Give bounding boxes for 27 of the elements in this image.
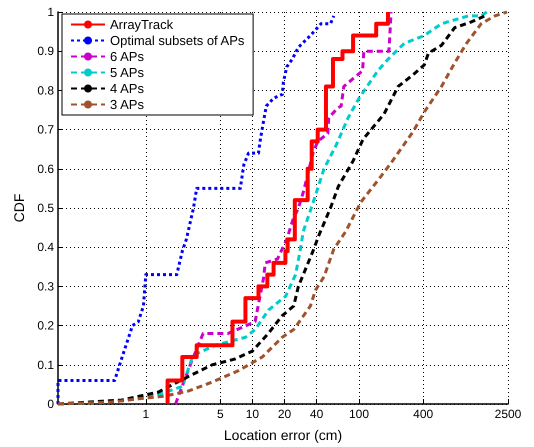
x-tick-label: 40 [310,407,324,421]
x-tick-label: 1 [142,407,150,421]
legend-label: 5 APs [110,65,144,80]
y-tick-label: 0 [47,397,54,411]
y-tick-label: 0.7 [37,122,54,137]
y-tick-label: 0.3 [37,279,54,294]
y-tick-label: 0.9 [37,44,54,58]
legend-label: 6 APs [110,49,144,64]
x-tick-label: 5 [216,407,224,421]
x-axis-title: Location error (cm) [224,427,342,443]
x-tick-label: 10 [246,407,260,421]
y-tick-label: 0.8 [37,83,54,98]
y-tick-label: 0.2 [37,318,54,333]
x-tick-label: 2500 [494,407,522,421]
legend-label: ArrayTrack [110,17,174,32]
x-tick-label: 400 [413,407,434,421]
legend-label: Optimal subsets of APs [110,33,245,48]
x-tick-label: 100 [348,407,370,421]
y-tick-label: 0.4 [37,240,54,254]
y-tick-label: 0.6 [37,162,54,176]
y-axis-title: CDF [11,194,27,222]
y-tick-label: 1 [47,5,54,19]
y-tick-label: 0.1 [37,358,54,372]
legend-label: 4 APs [110,81,144,96]
legend-label: 3 APs [110,97,144,112]
y-tick-label: 0.5 [37,201,54,215]
x-tick-label: 20 [278,407,292,421]
